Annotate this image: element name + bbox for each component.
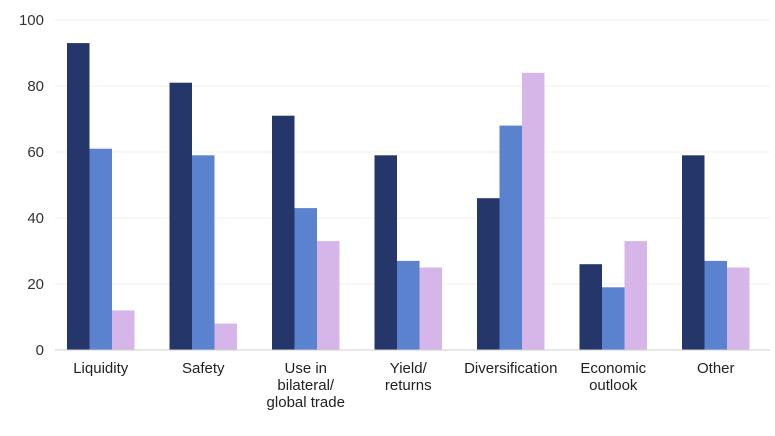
x-tick-label: Diversification <box>464 360 557 377</box>
y-tick-label: 40 <box>27 210 44 227</box>
bar <box>704 260 727 350</box>
x-tick-label: Economic outlook <box>580 360 646 394</box>
x-tick-label: Use in bilateral/global trade <box>267 360 345 411</box>
y-tick-label: 80 <box>27 78 44 95</box>
y-tick-label: 100 <box>19 12 44 29</box>
x-tick-label: Other <box>697 360 735 377</box>
bar <box>477 198 500 350</box>
x-tick-label: Liquidity <box>73 360 129 377</box>
gridlines <box>55 19 770 285</box>
bar <box>522 72 545 351</box>
x-tick-label-line: global trade <box>267 394 345 411</box>
x-tick-label-line: Diversification <box>464 360 557 377</box>
x-tick-label-line: Yield/ <box>390 360 428 377</box>
x-tick-label-line: returns <box>385 377 432 394</box>
x-tick-label-line: Liquidity <box>73 360 129 377</box>
bar <box>89 148 112 350</box>
bar <box>727 267 750 350</box>
bar <box>682 155 705 350</box>
x-tick-label: Safety <box>182 360 225 377</box>
y-axis-ticks: 0 20 40 60 80 100 <box>19 12 44 359</box>
x-tick-label-line: Economic <box>580 360 646 377</box>
x-tick-label-line: outlook <box>589 377 638 394</box>
bar <box>397 260 420 350</box>
bar <box>317 241 340 350</box>
x-tick-label-line: bilateral/ <box>277 377 335 394</box>
y-tick-label: 0 <box>36 342 44 359</box>
x-tick-label: Yield/returns <box>385 360 432 394</box>
x-tick-label-line: Safety <box>182 360 225 377</box>
bar <box>499 125 522 350</box>
y-tick-label: 60 <box>27 144 44 161</box>
bar <box>374 155 397 350</box>
y-tick-label: 20 <box>27 276 44 293</box>
bar <box>294 208 317 350</box>
bar <box>624 241 647 350</box>
x-axis-labels: Liquidity Safety Use in bilateral/global tr… <box>73 360 734 411</box>
bar <box>272 115 295 350</box>
bar <box>214 323 237 350</box>
bar <box>192 155 215 350</box>
x-tick-label-line: Use in <box>284 360 327 377</box>
x-tick-label-line: Other <box>697 360 735 377</box>
bar <box>67 43 90 350</box>
bars <box>67 43 750 351</box>
bar <box>112 310 135 350</box>
bar <box>419 267 442 350</box>
bar <box>602 287 625 350</box>
bar <box>579 264 602 350</box>
bar <box>169 82 192 350</box>
